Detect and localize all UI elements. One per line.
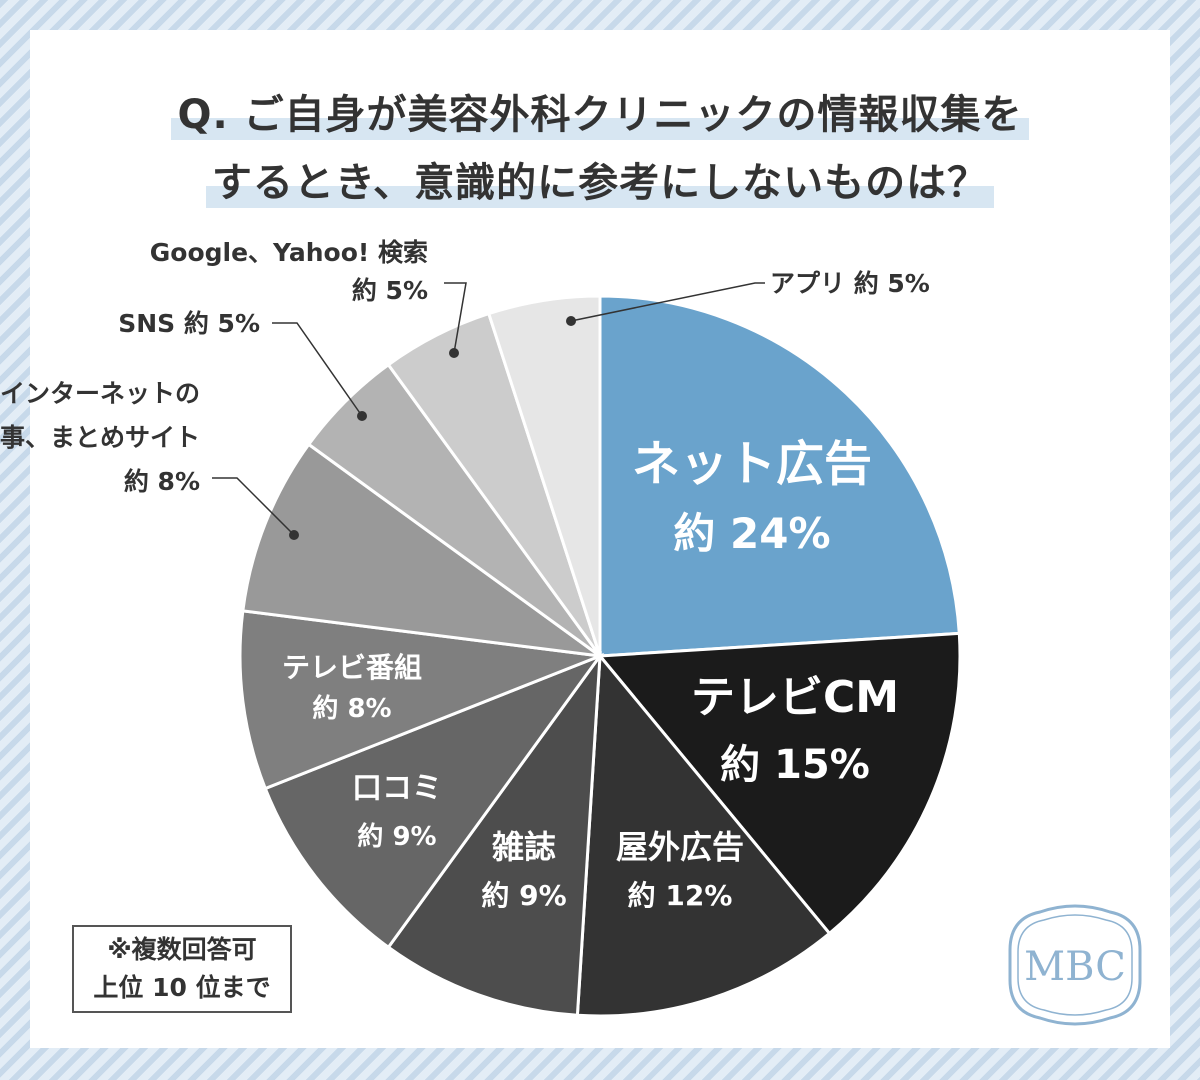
pie-slice-3 bbox=[386, 650, 602, 1017]
logo-text: MBC bbox=[1024, 944, 1126, 990]
slice-label-3: 雑誌 bbox=[491, 828, 556, 866]
pie-slice-5 bbox=[238, 609, 601, 791]
slice-label-4: 口コミ bbox=[352, 771, 442, 806]
note-box: ※複数回答可 上位 10 位まで bbox=[72, 925, 292, 1013]
slice-value-label-6: 約 8% bbox=[124, 467, 200, 496]
chart-title-line-2: するとき、意識的に参考にしないものは？ bbox=[0, 150, 1200, 208]
slice-value-label-1: 約 15% bbox=[720, 742, 870, 788]
slice-label-5: テレビ番組 bbox=[282, 651, 422, 684]
callout-line-7 bbox=[272, 322, 363, 417]
slice-label-2: 屋外広告 bbox=[616, 828, 744, 866]
logo-frame-inner bbox=[1017, 914, 1133, 1016]
slice-label-0: ネット広告 bbox=[632, 436, 872, 492]
slice-value-label-5: 約 8% bbox=[312, 693, 391, 724]
slice-value-label-3: 約 9% bbox=[481, 879, 566, 912]
slice-value-label-8: 約 5% bbox=[352, 276, 428, 305]
pie-slice-2 bbox=[575, 652, 832, 1018]
chart-title-line-1: Q. ご自身が美容外科クリニックの情報収集を bbox=[0, 82, 1200, 140]
note-line-1: ※複数回答可 bbox=[107, 935, 257, 964]
slice-label-6-line-0: インターネットの bbox=[0, 379, 200, 408]
slice-label-7: SNS 約 5% bbox=[118, 309, 260, 338]
pie-slice-6 bbox=[241, 442, 601, 658]
mbc-logo: MBC bbox=[1008, 904, 1142, 1026]
logo-frame bbox=[1008, 904, 1142, 1026]
pie-slice-9 bbox=[486, 294, 602, 657]
slice-label-9: アプリ 約 5% bbox=[770, 269, 930, 298]
pie-slice-4 bbox=[263, 652, 605, 950]
slice-label-8-line-0: Google、Yahoo! 検索 bbox=[150, 238, 428, 267]
slice-value-label-4: 約 9% bbox=[357, 821, 436, 852]
pie-slice-0 bbox=[598, 294, 961, 658]
note-line-2: 上位 10 位まで bbox=[93, 973, 271, 1002]
slice-label-6-line-1: 記事、まとめサイト bbox=[0, 423, 200, 452]
callout-line-6 bbox=[212, 477, 295, 536]
callout-line-8 bbox=[444, 282, 467, 354]
slice-value-label-2: 約 12% bbox=[628, 879, 733, 912]
callout-line-9 bbox=[570, 282, 765, 322]
pie-slice-1 bbox=[596, 631, 962, 936]
slice-value-label-0: 約 24% bbox=[673, 509, 830, 558]
slice-label-1: テレビCM bbox=[691, 672, 899, 723]
